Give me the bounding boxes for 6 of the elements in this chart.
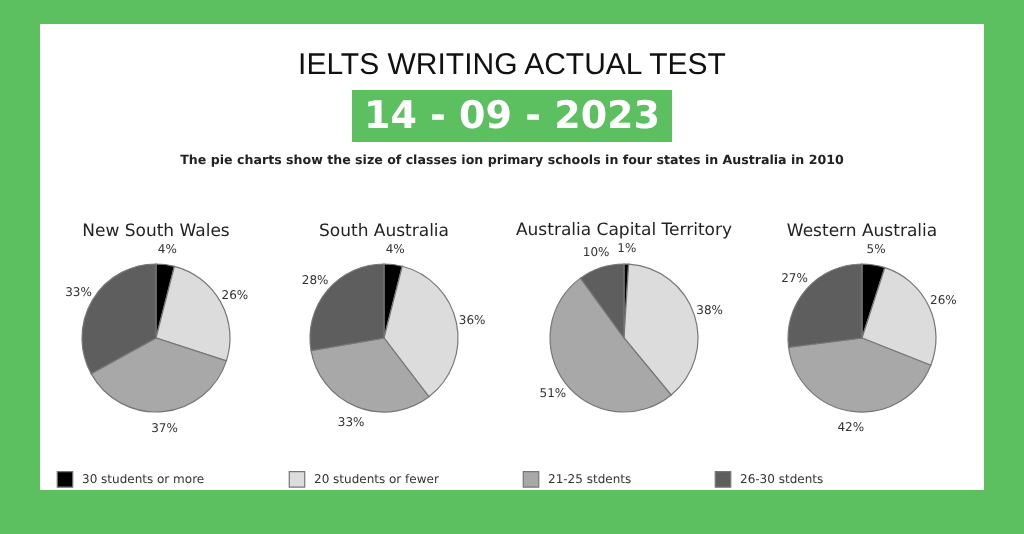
text: 14 - 09 - 2023 <box>352 90 672 142</box>
chart-title: South Australia <box>318 221 450 242</box>
chart-title: New South Wales <box>82 221 231 242</box>
chart-title: Australia Capital Territory <box>515 221 733 242</box>
text: IELTS WRITING ACTUAL TEST <box>296 48 728 82</box>
chart-title: Western Australia <box>786 222 938 243</box>
